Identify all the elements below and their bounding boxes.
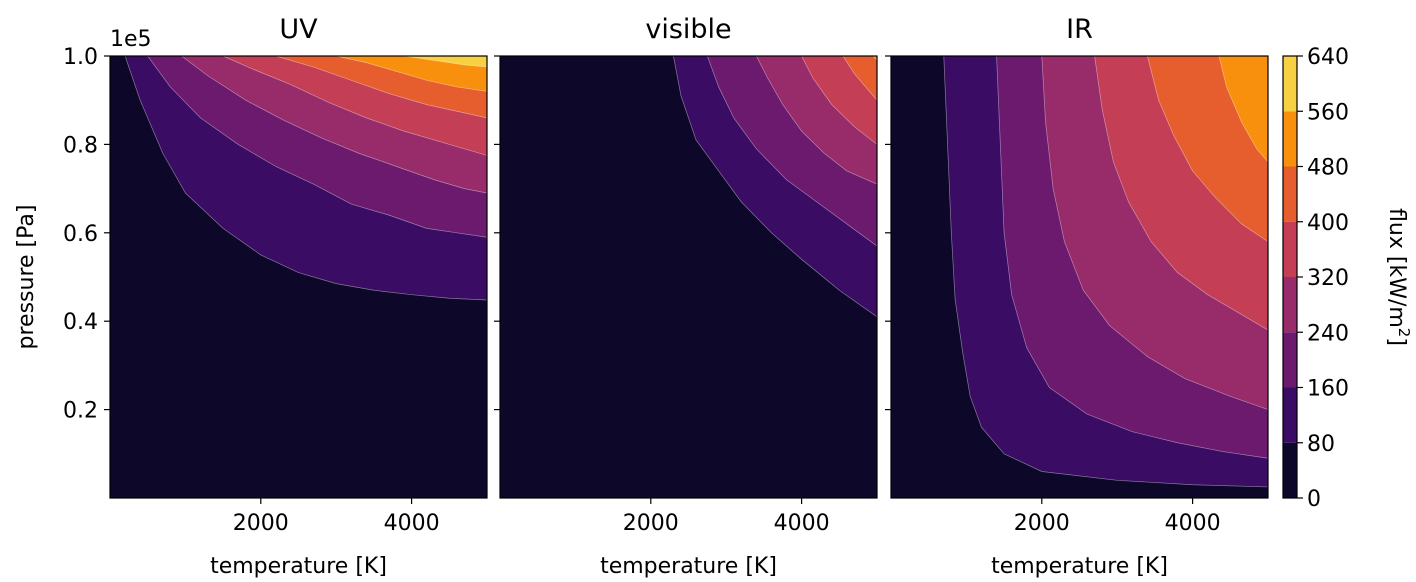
colorbar-swatch (1283, 111, 1297, 167)
colorbar-label: flux [kW/m2] (1384, 208, 1413, 346)
colorbar-tick-label: 0 (1307, 487, 1321, 512)
x-axis-label: temperature [K] (991, 554, 1168, 579)
contour-band-6 (873, 56, 877, 61)
colorbar: 0 80 160 240 320 400 480 560 640 flux [kW/m2] (1282, 45, 1413, 512)
contour-line-480 (1218, 56, 1268, 163)
contour-band-6 (336, 56, 487, 92)
colorbar-swatch (1283, 442, 1297, 498)
colorbar-tick-label: 160 (1307, 377, 1349, 402)
colorbar-swatch (1283, 221, 1297, 277)
x-tick-label: 4000 (774, 511, 830, 536)
panel-visible: 2000 4000 visible temperature [K] (494, 14, 878, 579)
colorbar-tick-label: 560 (1307, 100, 1349, 125)
colorbar-tick-label: 400 (1307, 211, 1349, 236)
colorbar-swatch (1283, 166, 1297, 222)
x-tick-label: 2000 (1014, 511, 1070, 536)
colorbar-swatch (1283, 332, 1297, 388)
x-tick-label: 2000 (233, 511, 289, 536)
colorbar-swatch (1283, 56, 1297, 112)
colorbar-tick-label: 320 (1307, 266, 1349, 291)
colorbar-tick-label: 80 (1307, 432, 1335, 457)
panel-ir: 2000 4000 IR temperature [K] (885, 14, 1269, 579)
x-tick-label: 2000 (623, 511, 679, 536)
contour-band-5 (843, 56, 877, 101)
contour-line-80 (943, 56, 1268, 488)
panel-title: visible (645, 14, 731, 45)
axes-frame (890, 55, 1269, 499)
colorbar-tick-label: 240 (1307, 321, 1349, 346)
colorbar-swatch (1283, 277, 1297, 333)
y-tick-label: 0.8 (63, 133, 98, 158)
panel-uv: 2000 4000 0.2 0.4 0.6 0.8 1.0 UV temperature [K]… (14, 14, 488, 579)
axes-frame (109, 55, 488, 499)
x-tick-label: 4000 (384, 511, 440, 536)
contour-band-6 (1218, 56, 1268, 163)
y-tick-label: 1.0 (63, 45, 98, 70)
contour-line-480 (872, 56, 877, 61)
contour-band-7 (404, 56, 487, 68)
contour-line-480 (336, 56, 487, 92)
contour-line-400 (275, 56, 487, 119)
y-axis-label: pressure [Pa] (14, 205, 39, 350)
contour-line-240 (1041, 56, 1268, 410)
y-tick-label: 0.2 (63, 399, 98, 424)
x-axis-label: temperature [K] (210, 554, 387, 579)
contour-line-240 (756, 56, 877, 185)
x-tick-label: 4000 (1165, 511, 1221, 536)
contour-line-160 (707, 56, 877, 247)
panel-title: IR (1066, 14, 1093, 45)
contour-line-320 (1094, 56, 1268, 331)
colorbar-tick-label: 480 (1307, 156, 1349, 181)
contour-line-400 (842, 56, 877, 101)
contour-line-560 (404, 56, 487, 68)
x-axis-label: temperature [K] (600, 554, 777, 579)
panel-title: UV (279, 14, 318, 45)
contour-line-240 (181, 56, 487, 194)
y-tick-label: 0.4 (63, 310, 98, 335)
colorbar-tick-label: 640 (1307, 45, 1349, 70)
y-tick-label: 0.6 (63, 222, 98, 247)
axes-frame (499, 55, 878, 499)
contour-line-80 (673, 56, 877, 318)
contour-line-80 (124, 56, 487, 301)
contour-line-400 (1147, 56, 1268, 242)
contour-line-320 (222, 56, 487, 156)
contour-line-320 (801, 56, 877, 145)
y-offset-label: 1e5 (110, 27, 152, 52)
colorbar-swatch (1283, 387, 1297, 443)
contour-line-160 (996, 56, 1268, 459)
contour-line-160 (147, 56, 487, 238)
